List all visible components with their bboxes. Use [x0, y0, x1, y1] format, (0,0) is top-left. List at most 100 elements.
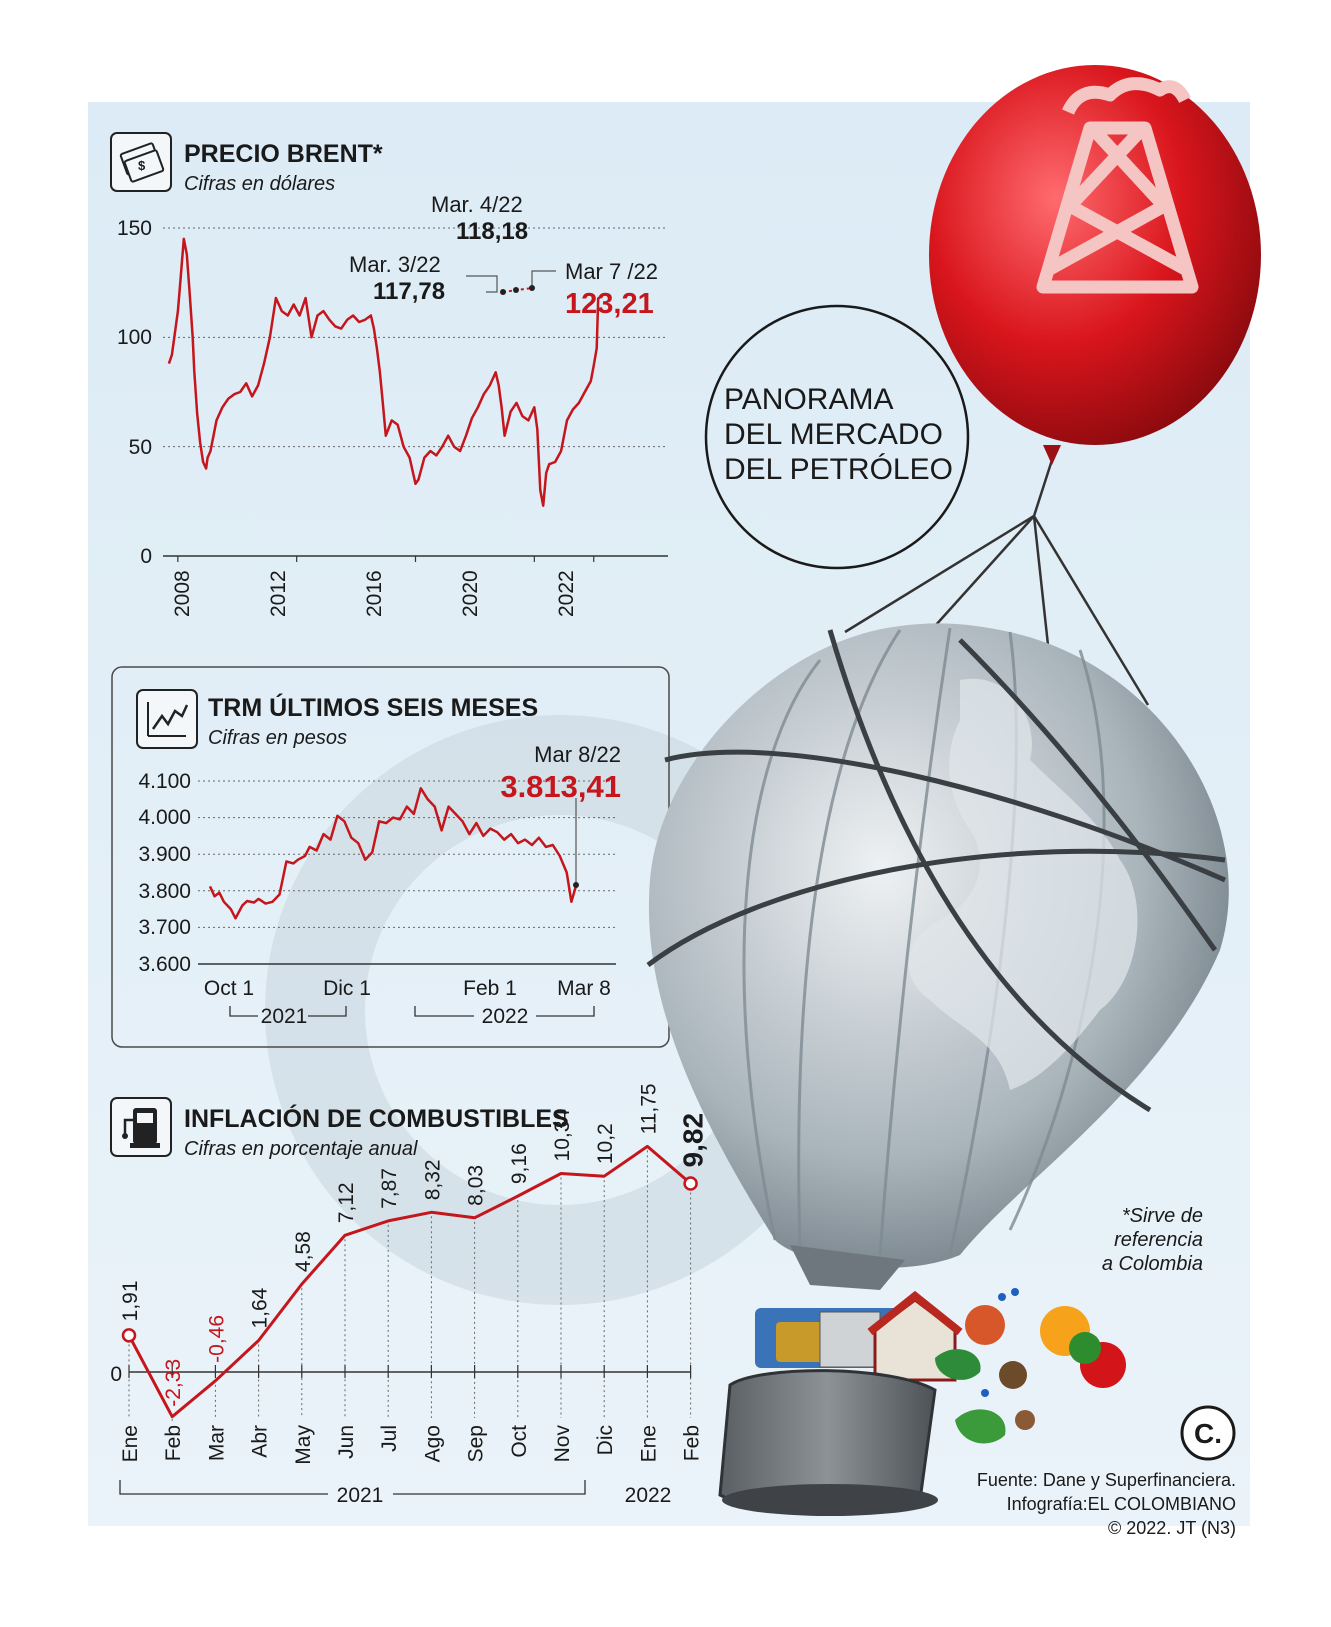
fuel-title: INFLACIÓN DE COMBUSTIBLES [184, 1103, 569, 1133]
brent-xtick-label: 2008 [171, 570, 194, 617]
trm-annot-date: Mar 8/22 [534, 742, 621, 767]
fuel-xtick-label: Jul [378, 1425, 401, 1452]
fuel-data-label: 11,75 [637, 1083, 660, 1134]
headline-line-1: PANORAMA [724, 383, 893, 416]
trm-year-bracket-2021 [229, 1006, 347, 1017]
fuel-data-label: 4,58 [292, 1231, 315, 1272]
fuel-data-label: -0,46 [205, 1315, 228, 1363]
brent-chart: $ PRECIO BRENT* Cifras en dólares 150 10… [110, 132, 668, 617]
continent-shape [908, 678, 1138, 1090]
brent-ytick-label: 100 [117, 326, 152, 349]
fuel-data-label: 7,87 [378, 1168, 401, 1209]
trm-title: TRM ÚLTIMOS SEIS MESES [208, 692, 538, 722]
brent-title: PRECIO BRENT* [184, 140, 383, 168]
fuel-ytick-label: 0 [110, 1363, 122, 1386]
trm-year-label-2022: 2022 [482, 1005, 529, 1028]
fuel-data-label: 9,16 [508, 1143, 531, 1184]
fuel-xtick-label: Nov [551, 1425, 574, 1463]
fuel-xtick-label: Ene [119, 1425, 142, 1462]
fuel-data-label: 8,03 [465, 1165, 488, 1206]
fuel-start-marker [121, 1328, 137, 1343]
fuel-xtick-label: Dic [594, 1425, 617, 1455]
trm-year-bracket-2022 [414, 1006, 595, 1017]
fuel-xtick-label: Oct [508, 1425, 531, 1458]
fuel-data-label: 1,64 [249, 1287, 272, 1328]
trm-series-line [208, 787, 578, 920]
trm-ytick-label: 4.100 [138, 770, 191, 793]
svg-text:$: $ [138, 158, 146, 173]
brent-ytick-label: 50 [129, 436, 152, 459]
brent-xtick-label: 2012 [267, 570, 290, 617]
trm-ytick-label: 3.700 [138, 916, 191, 939]
brent-xtick-label: 2022 [555, 570, 578, 617]
brent-annot-mar3-date: Mar. 3/22 [349, 252, 441, 277]
fuel-subtitle: Cifras en porcentaje anual [184, 1138, 418, 1160]
brent-series-line [167, 237, 601, 507]
fuel-end-marker [683, 1176, 698, 1191]
brent-point-mar7 [529, 285, 535, 291]
fuel-chart: INFLACIÓN DE COMBUSTIBLES Cifras en porc… [110, 1083, 709, 1507]
fuel-data-label: 7,12 [335, 1182, 358, 1223]
fuel-data-label: 10,2 [594, 1123, 617, 1164]
footnote-line-3: a Colombia [1102, 1253, 1203, 1275]
fuel-data-label: 10,34 [551, 1109, 574, 1162]
money-icon: $ [110, 132, 172, 192]
fuel-xtick-label: May [292, 1425, 315, 1465]
balloon-strings [844, 459, 1150, 706]
brent-leader-line [466, 275, 498, 293]
trm-ytick-label: 3.600 [138, 953, 191, 976]
trm-point-mar8 [573, 882, 579, 888]
footnote: *Sirve de referencia a Colombia [1102, 1205, 1203, 1275]
fuel-xtick-label: Feb [162, 1425, 185, 1461]
trm-subtitle: Cifras en pesos [208, 727, 347, 749]
fuel-data-label: -2,33 [162, 1359, 185, 1407]
fuel-data-label: 9,82 [678, 1113, 709, 1168]
trm-ytick-label: 3.800 [138, 880, 191, 903]
trm-chart: TRM ÚLTIMOS SEIS MESES Cifras en pesos 4… [111, 666, 670, 1048]
brent-subtitle: Cifras en dólares [184, 173, 335, 195]
brent-xtick-label: 2016 [363, 570, 386, 617]
svg-text:C.: C. [1194, 1418, 1222, 1449]
produce-cluster [935, 1288, 1126, 1444]
trm-xtick-label: Oct 1 [204, 977, 254, 1000]
brent-annot-mar4-value: 118,18 [456, 218, 528, 245]
brent-leader-line [531, 270, 556, 288]
brent-point-mar4 [513, 287, 519, 293]
brent-annot-mar7-value: 123,21 [565, 288, 654, 320]
fuel-year-label-2021: 2021 [337, 1484, 384, 1507]
brent-annot-mar7-date: Mar 7 /22 [565, 259, 658, 284]
footnote-line-2: referencia [1114, 1229, 1203, 1251]
credits-copyright: © 2022. JT (N3) [1108, 1518, 1236, 1538]
balloon-illustration [646, 65, 1261, 1516]
fuel-xtick-label: Abr [249, 1425, 272, 1458]
brent-xtick-label: 2020 [459, 570, 482, 617]
fuel-xtick-label: Ene [637, 1425, 660, 1462]
fuel-xtick-label: Mar [205, 1425, 228, 1461]
credits: Fuente: Dane y Superfinanciera. Infograf… [977, 1470, 1236, 1538]
brent-ytick-label: 0 [140, 545, 152, 568]
fuel-data-label: 8,32 [421, 1159, 444, 1200]
trm-xtick-label: Feb 1 [463, 977, 517, 1000]
trm-ytick-label: 4.000 [138, 806, 191, 829]
brent-annot-mar4-date: Mar. 4/22 [431, 192, 523, 217]
trm-xtick-label: Mar 8 [557, 977, 611, 1000]
red-balloon [929, 65, 1261, 465]
fuel-series-line [127, 1144, 692, 1419]
brent-ytick-label: 150 [117, 217, 152, 240]
trm-ytick-label: 3.900 [138, 843, 191, 866]
fuel-xtick-label: Feb [681, 1425, 704, 1461]
headline-line-2: DEL MERCADO [724, 418, 943, 451]
brent-point-mar3 [500, 289, 506, 295]
fuel-xtick-label: Sep [465, 1425, 488, 1462]
credits-source: Fuente: Dane y Superfinanciera. [977, 1470, 1236, 1490]
credits-infografia: Infografía:EL COLOMBIANO [1007, 1494, 1236, 1514]
trm-xtick-label: Dic 1 [323, 977, 371, 1000]
fuel-data-label: 1,91 [119, 1280, 142, 1321]
fuel-year-bracket-2021 [119, 1480, 586, 1495]
trend-chart-icon [136, 689, 198, 749]
headline-line-3: DEL PETRÓLEO [724, 453, 953, 486]
brent-annot-mar3-value: 117,78 [373, 278, 445, 305]
oil-derrick-icon [1036, 77, 1199, 294]
trm-year-label-2021: 2021 [261, 1005, 308, 1028]
